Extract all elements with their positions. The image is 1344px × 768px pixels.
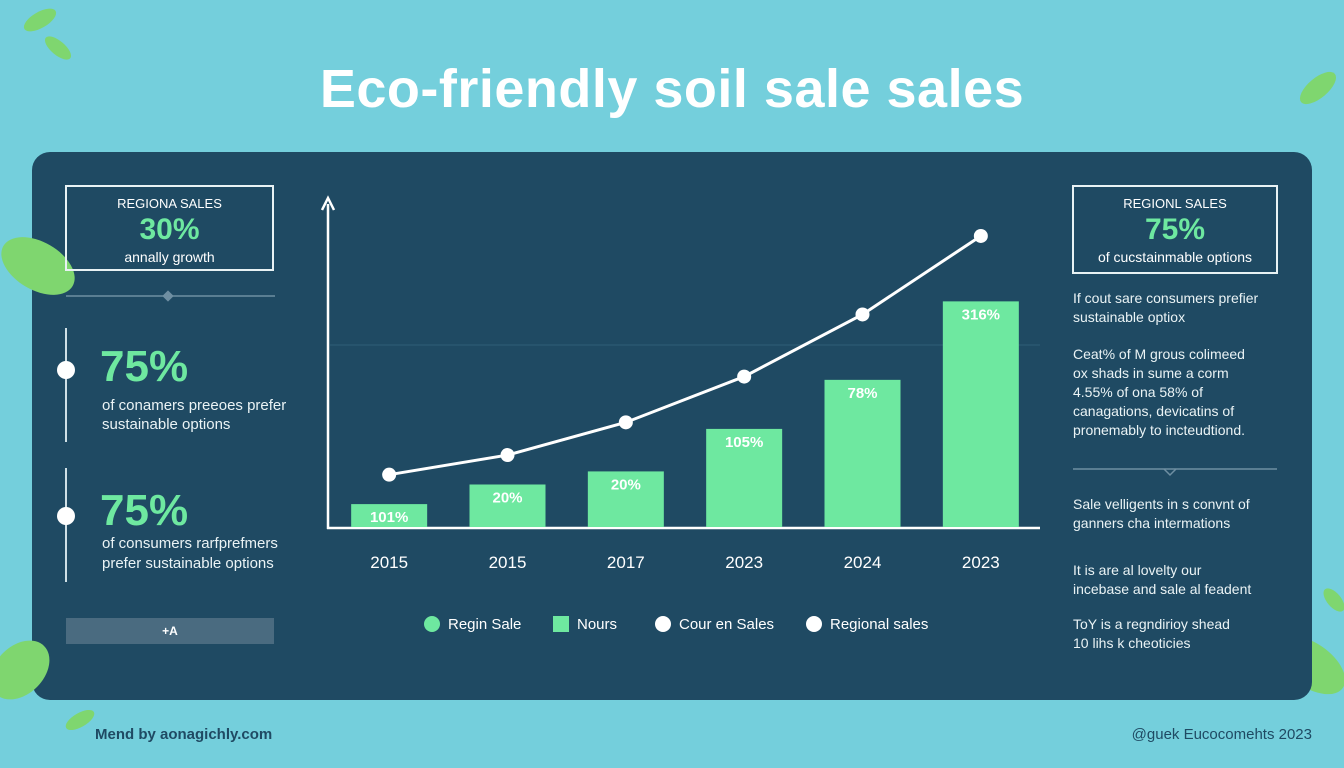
title: Eco-friendly soil sale sales (319, 59, 1025, 119)
paragraph-line: pronemably to incteudtiond. (1073, 422, 1245, 438)
bar-label: 101% (370, 509, 408, 526)
line-point (855, 307, 870, 322)
box (65, 185, 274, 271)
legend-label: Nours (577, 616, 617, 633)
box-caption: of cucstainmable options (1097, 249, 1253, 265)
bar-label: 316% (962, 306, 1000, 323)
y-axis-arrow (320, 195, 336, 211)
right-box: REGIONL SALES 75% of cucstainmable optio… (1073, 186, 1277, 273)
x-tick-label: 2023 (962, 553, 1000, 572)
x-tick-label: 2017 (607, 553, 645, 572)
footer-left: Mend by aonagichly.com (95, 726, 273, 743)
stat-text: of consumers rarfprefmers (102, 535, 278, 552)
line-point (737, 369, 752, 384)
box-caption: annally growth (124, 249, 215, 265)
legend-marker (553, 616, 569, 632)
paragraph-line: canagations, devicatins of (1073, 403, 1235, 419)
line-point (973, 228, 988, 243)
paragraph-line: 4.55% of ona 58% of (1073, 384, 1203, 400)
left-box: REGIONA SALES 30% annally growth (66, 186, 273, 270)
x-tick-label: 2015 (370, 553, 408, 572)
box (1072, 185, 1278, 274)
bar-label: 78% (847, 385, 877, 402)
legend-marker (655, 616, 671, 632)
x-tick-label: 2024 (844, 553, 882, 572)
legend-marker (424, 616, 440, 632)
paragraph-line: Ceat% of M grous colimeed (1073, 346, 1245, 362)
stat-text: of conamers preeoes prefer (102, 397, 287, 414)
legend-label: Regin Sale (448, 616, 521, 633)
paragraph-line: If cout sare consumers prefier (1073, 290, 1259, 306)
paragraph-line: Sale velligents in s convnt of (1073, 496, 1250, 512)
bar-label: 105% (725, 434, 763, 451)
legend-label: Cour en Sales (679, 616, 774, 633)
footer-right: @guek Eucocomehts 2023 (1131, 726, 1312, 743)
paragraph-line: ox shads in sume a corm (1073, 365, 1229, 381)
bar (587, 471, 664, 527)
stat-value: 75% (100, 342, 189, 391)
stat-text: prefer sustainable options (102, 555, 274, 572)
bar (351, 504, 428, 527)
box-value: 30% (139, 213, 200, 246)
box-heading: REGIONL SALES (1123, 196, 1227, 211)
line-point (500, 448, 515, 463)
legend-marker (806, 616, 822, 632)
box-heading: REGIONA SALES (117, 196, 222, 211)
paragraph-line: 10 lihs k cheoticies (1073, 635, 1191, 651)
stat-dot (57, 361, 75, 379)
x-tick-label: 2015 (489, 553, 527, 572)
line (388, 234, 982, 477)
x-tick-label: 2023 (725, 553, 763, 572)
stat-value: 75% (100, 486, 189, 535)
bar-label: 20% (492, 489, 522, 506)
button[interactable]: +A (162, 624, 178, 638)
paragraph-line: sustainable optiox (1073, 309, 1186, 325)
divider-chevron (1163, 468, 1177, 477)
leaves (0, 237, 75, 700)
paragraph-line: ToY is a regndirioy shead (1073, 616, 1230, 632)
paragraph-line: It is are al lovelty our (1073, 562, 1202, 578)
bar-label: 20% (611, 476, 641, 493)
paragraph-line: incebase and sale al feadent (1073, 581, 1252, 597)
bar (942, 301, 1019, 527)
panel (32, 152, 1312, 700)
stat-text: sustainable options (102, 416, 231, 433)
stat-dot (57, 507, 75, 525)
bar (824, 379, 901, 527)
box-value: 75% (1144, 213, 1206, 246)
bar (706, 428, 783, 527)
line-point (382, 467, 397, 482)
line-point (618, 415, 633, 430)
paragraph-line: ganners cha intermations (1073, 515, 1231, 531)
legend-label: Regional sales (830, 616, 928, 633)
divider-diamond (162, 290, 174, 302)
button-bg (66, 618, 274, 644)
bar (469, 484, 546, 527)
